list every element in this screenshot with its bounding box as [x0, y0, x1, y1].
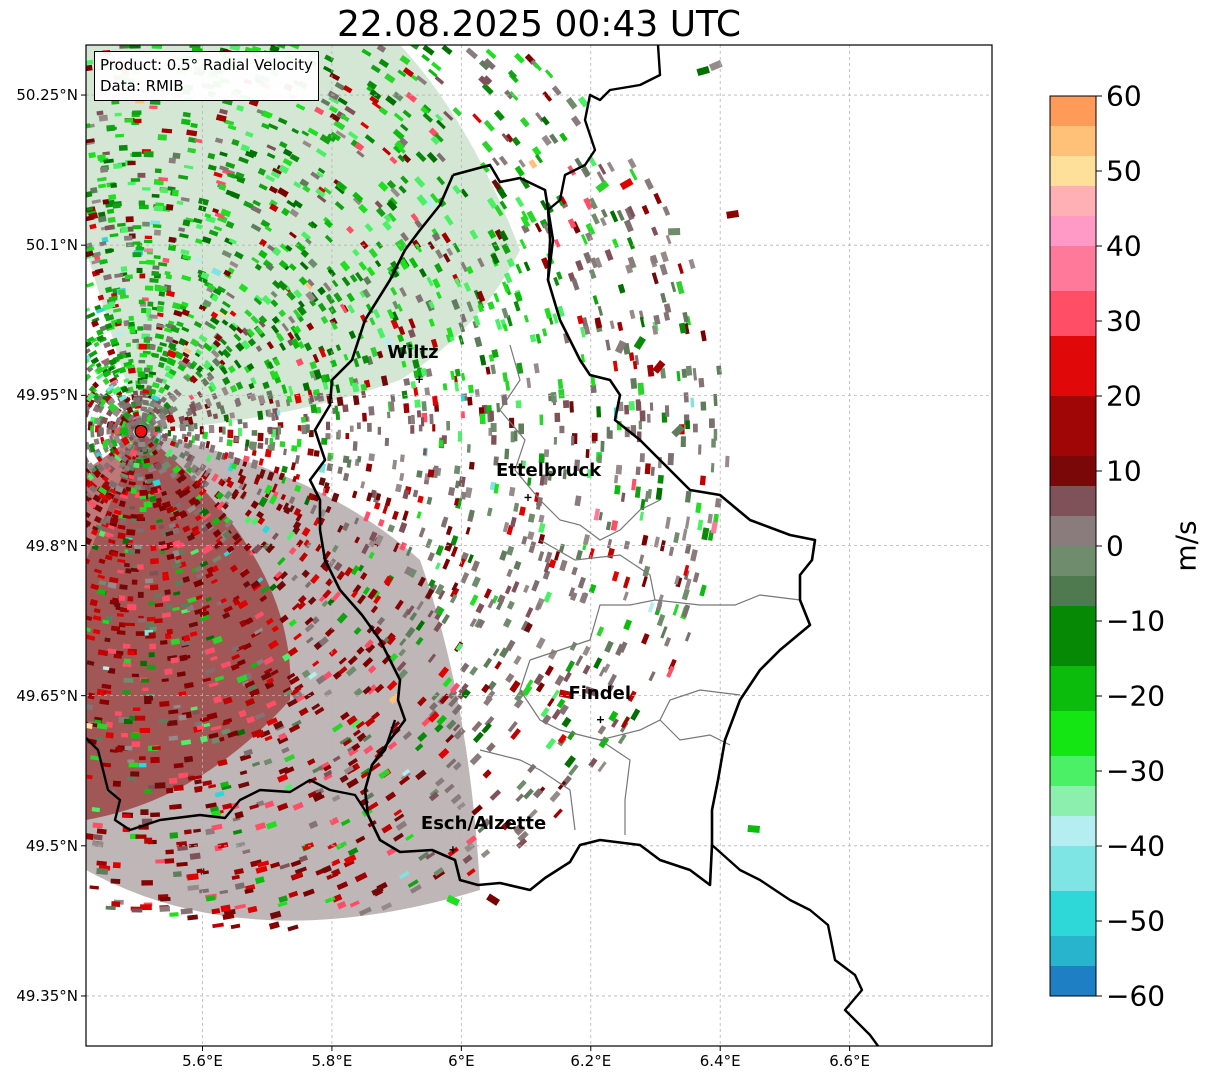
- axis-tick-marks: [81, 94, 851, 1051]
- colorbar-segment: [1050, 666, 1096, 711]
- colorbar-tick-label: 0: [1106, 529, 1124, 563]
- colorbar-tick-label: 30: [1106, 304, 1142, 338]
- colorbar-tick-label: −20: [1106, 679, 1166, 713]
- city-marker: [524, 493, 532, 501]
- lon-tick-label: 6.6°E: [829, 1052, 871, 1070]
- radar-site-marker[interactable]: [134, 424, 148, 439]
- lon-tick-label: 6.2°E: [570, 1052, 612, 1070]
- colorbar-tick-label: −30: [1106, 754, 1166, 788]
- map-title: 22.08.2025 00:43 UTC: [336, 4, 742, 45]
- colorbar-segment: [1050, 936, 1096, 966]
- colorbar-segment: [1050, 396, 1096, 456]
- colorbar-segment: [1050, 156, 1096, 186]
- colorbar-segment: [1050, 456, 1096, 486]
- colorbar-segment: [1050, 756, 1096, 786]
- lon-tick-label: 6.4°E: [699, 1052, 741, 1070]
- colorbar-segment: [1050, 786, 1096, 816]
- colorbar: [1049, 95, 1102, 997]
- colorbar-segment: [1050, 546, 1096, 576]
- colorbar-segment: [1050, 606, 1096, 666]
- colorbar-tick-label: 20: [1106, 379, 1142, 413]
- colorbar-segment: [1050, 891, 1096, 936]
- city-label: Esch/Alzette: [420, 812, 547, 834]
- city-marker: [449, 846, 457, 854]
- lat-tick-label: 50.25°N: [16, 86, 78, 105]
- colorbar-tick-label: 50: [1106, 154, 1142, 188]
- canton-boundaries: [519, 659, 741, 741]
- colorbar-segment: [1050, 246, 1096, 291]
- velocity-cells: [86, 45, 761, 932]
- colorbar-tick-label: −50: [1106, 904, 1166, 938]
- colorbar-unit-label: m/s: [1169, 520, 1203, 572]
- country-border: [711, 844, 879, 1046]
- city-marker: [415, 375, 423, 383]
- country-border: [546, 45, 662, 281]
- lon-tick-label: 5.8°E: [311, 1052, 353, 1070]
- colorbar-segment: [1050, 216, 1096, 246]
- colorbar-segment: [1050, 96, 1096, 126]
- city-marker: [596, 716, 604, 724]
- colorbar-tick-label: −10: [1106, 604, 1166, 638]
- country-border: [371, 719, 397, 766]
- colorbar-segment: [1050, 126, 1096, 156]
- colorbar-segment: [1050, 711, 1096, 756]
- colorbar-tick-label: −40: [1106, 829, 1166, 863]
- lon-tick-label: 5.6°E: [182, 1052, 223, 1070]
- country-border: [86, 737, 370, 832]
- colorbar-segment: [1050, 291, 1096, 336]
- product-info-box: Product: 0.5° Radial Velocity Data: RMIB: [94, 51, 319, 101]
- colorbar-tick-label: 60: [1106, 79, 1142, 113]
- city-label: Ettelbruck: [495, 460, 602, 482]
- city-markers: [415, 375, 604, 854]
- colorbar-segment: [1050, 186, 1096, 216]
- radial-velocity-layer: [86, 45, 761, 932]
- data-source-label: Data: RMIB: [100, 77, 184, 95]
- colorbar-segment: [1050, 846, 1096, 891]
- canton-boundaries: [499, 344, 661, 541]
- colorbar-tick-label: 10: [1106, 454, 1142, 488]
- colorbar-tick-label: 40: [1106, 229, 1142, 263]
- canton-boundaries: [479, 749, 576, 831]
- canton-boundaries: [654, 594, 801, 606]
- lat-tick-label: 49.65°N: [16, 686, 78, 705]
- colorbar-tick-label: −60: [1106, 979, 1166, 1013]
- borders: [86, 45, 879, 1046]
- lat-tick-label: 49.8°N: [25, 536, 78, 555]
- colorbar-segment: [1050, 486, 1096, 516]
- colorbar-segment: [1050, 516, 1096, 546]
- lat-tick-label: 50.1°N: [25, 236, 78, 255]
- lat-tick-label: 49.5°N: [25, 836, 78, 855]
- colorbar-segment: [1050, 816, 1096, 846]
- colorbar-segment: [1050, 576, 1096, 606]
- lon-tick-label: 6°E: [448, 1052, 475, 1070]
- luxembourg-border: [308, 163, 817, 892]
- lat-tick-label: 49.35°N: [16, 986, 78, 1005]
- city-label: Wiltz: [387, 342, 439, 364]
- colorbar-segment: [1050, 966, 1096, 996]
- lat-tick-label: 49.95°N: [16, 386, 78, 405]
- canton-boundaries: [529, 539, 656, 661]
- product-label: Product: 0.5° Radial Velocity: [100, 56, 313, 74]
- canton-boundaries: [659, 719, 731, 746]
- canton-boundaries: [599, 739, 631, 835]
- colorbar-segment: [1050, 336, 1096, 396]
- city-label: Findel: [568, 682, 632, 704]
